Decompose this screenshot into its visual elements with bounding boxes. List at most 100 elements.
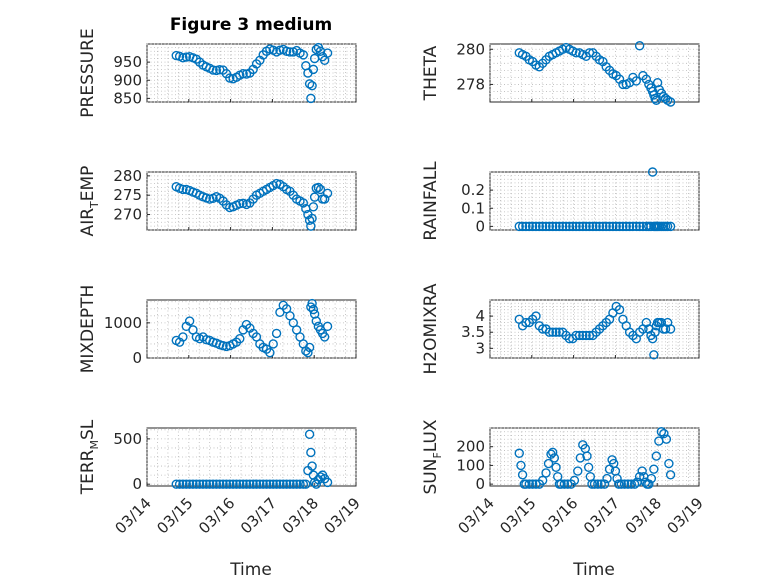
data-point [184, 316, 195, 326]
data-point [608, 221, 618, 232]
data-point [544, 327, 555, 337]
chart-row3-right: 33.54 H2OMIXRA [421, 283, 700, 375]
data-point [303, 348, 313, 358]
data-point [304, 79, 315, 89]
data-point [618, 221, 628, 232]
data-point [575, 453, 585, 463]
data-point [524, 221, 534, 232]
data-point [537, 475, 548, 486]
data-point [641, 74, 652, 84]
data-point [235, 333, 245, 344]
data-point [307, 461, 317, 471]
data-point [245, 479, 255, 489]
data-point [628, 221, 638, 232]
data-point [616, 479, 626, 489]
data-point [571, 330, 581, 341]
data-point [304, 429, 315, 440]
data-point [225, 479, 235, 489]
data-point [198, 479, 208, 489]
data-point [319, 194, 330, 204]
data-point [241, 479, 252, 489]
y-axis-label: THETA [421, 45, 441, 101]
data-point [235, 479, 245, 489]
data-point [281, 479, 292, 489]
data-point [578, 330, 588, 341]
data-point [568, 221, 578, 232]
data-point [549, 453, 560, 463]
data-point [271, 479, 282, 489]
data-point [268, 479, 278, 489]
data-point [218, 479, 228, 489]
grid [489, 171, 700, 231]
data-point [601, 221, 611, 232]
data-point [306, 93, 316, 104]
data-point [517, 221, 528, 232]
data-point [650, 327, 660, 337]
x-axis-label-left: Time [229, 560, 272, 580]
data-point [322, 321, 333, 332]
data-point [307, 298, 317, 309]
data-point [319, 332, 330, 342]
x-tick-label: 03/18 [622, 494, 665, 537]
data-point [171, 479, 181, 489]
series-points [171, 42, 333, 104]
x-tick-label: 03/15 [496, 494, 539, 537]
data-point [308, 304, 319, 315]
data-point [665, 97, 676, 107]
x-tick-label: 03/17 [237, 494, 280, 537]
data-point [315, 472, 326, 482]
data-point [174, 479, 185, 489]
data-point [564, 221, 575, 232]
data-point [304, 342, 315, 353]
data-point [514, 448, 524, 458]
data-point [238, 479, 248, 489]
data-point [295, 479, 305, 489]
data-point [527, 479, 538, 489]
data-point [215, 479, 225, 489]
data-point [178, 479, 188, 489]
data-point [313, 182, 324, 193]
data-point [614, 221, 625, 232]
data-point [261, 479, 272, 489]
data-point [215, 65, 225, 75]
y-tick-label: 275 [113, 186, 142, 204]
data-point [517, 470, 528, 480]
data-point [665, 324, 676, 334]
data-point [611, 221, 621, 232]
data-point [181, 479, 191, 489]
data-point [629, 479, 640, 489]
data-point [201, 479, 212, 489]
data-point [307, 80, 317, 91]
y-tick-label: 0.2 [461, 181, 485, 199]
series-points [171, 429, 333, 489]
data-point [573, 466, 583, 476]
data-point [322, 48, 333, 58]
data-point [521, 221, 531, 232]
data-point [521, 479, 531, 489]
data-point [614, 479, 624, 489]
data-point [634, 41, 645, 51]
data-point [581, 330, 591, 341]
data-point [211, 479, 222, 489]
data-point [311, 44, 321, 55]
y-tick-label: 0 [132, 349, 142, 367]
data-point [588, 221, 598, 232]
y-tick-label: 900 [113, 71, 142, 89]
data-point [541, 221, 551, 232]
y-tick-label: 280 [113, 167, 142, 185]
data-point [541, 468, 551, 478]
data-point [308, 202, 319, 212]
data-point [650, 93, 660, 104]
data-point [248, 479, 258, 489]
data-point [298, 50, 309, 60]
y-tick-label: 278 [456, 75, 485, 93]
y-tick-label: 4 [475, 307, 485, 325]
data-point [548, 447, 558, 458]
data-point [591, 221, 601, 232]
data-point [534, 221, 545, 232]
data-point [235, 199, 245, 209]
data-point [184, 479, 195, 489]
y-tick-label: 0 [132, 475, 142, 493]
